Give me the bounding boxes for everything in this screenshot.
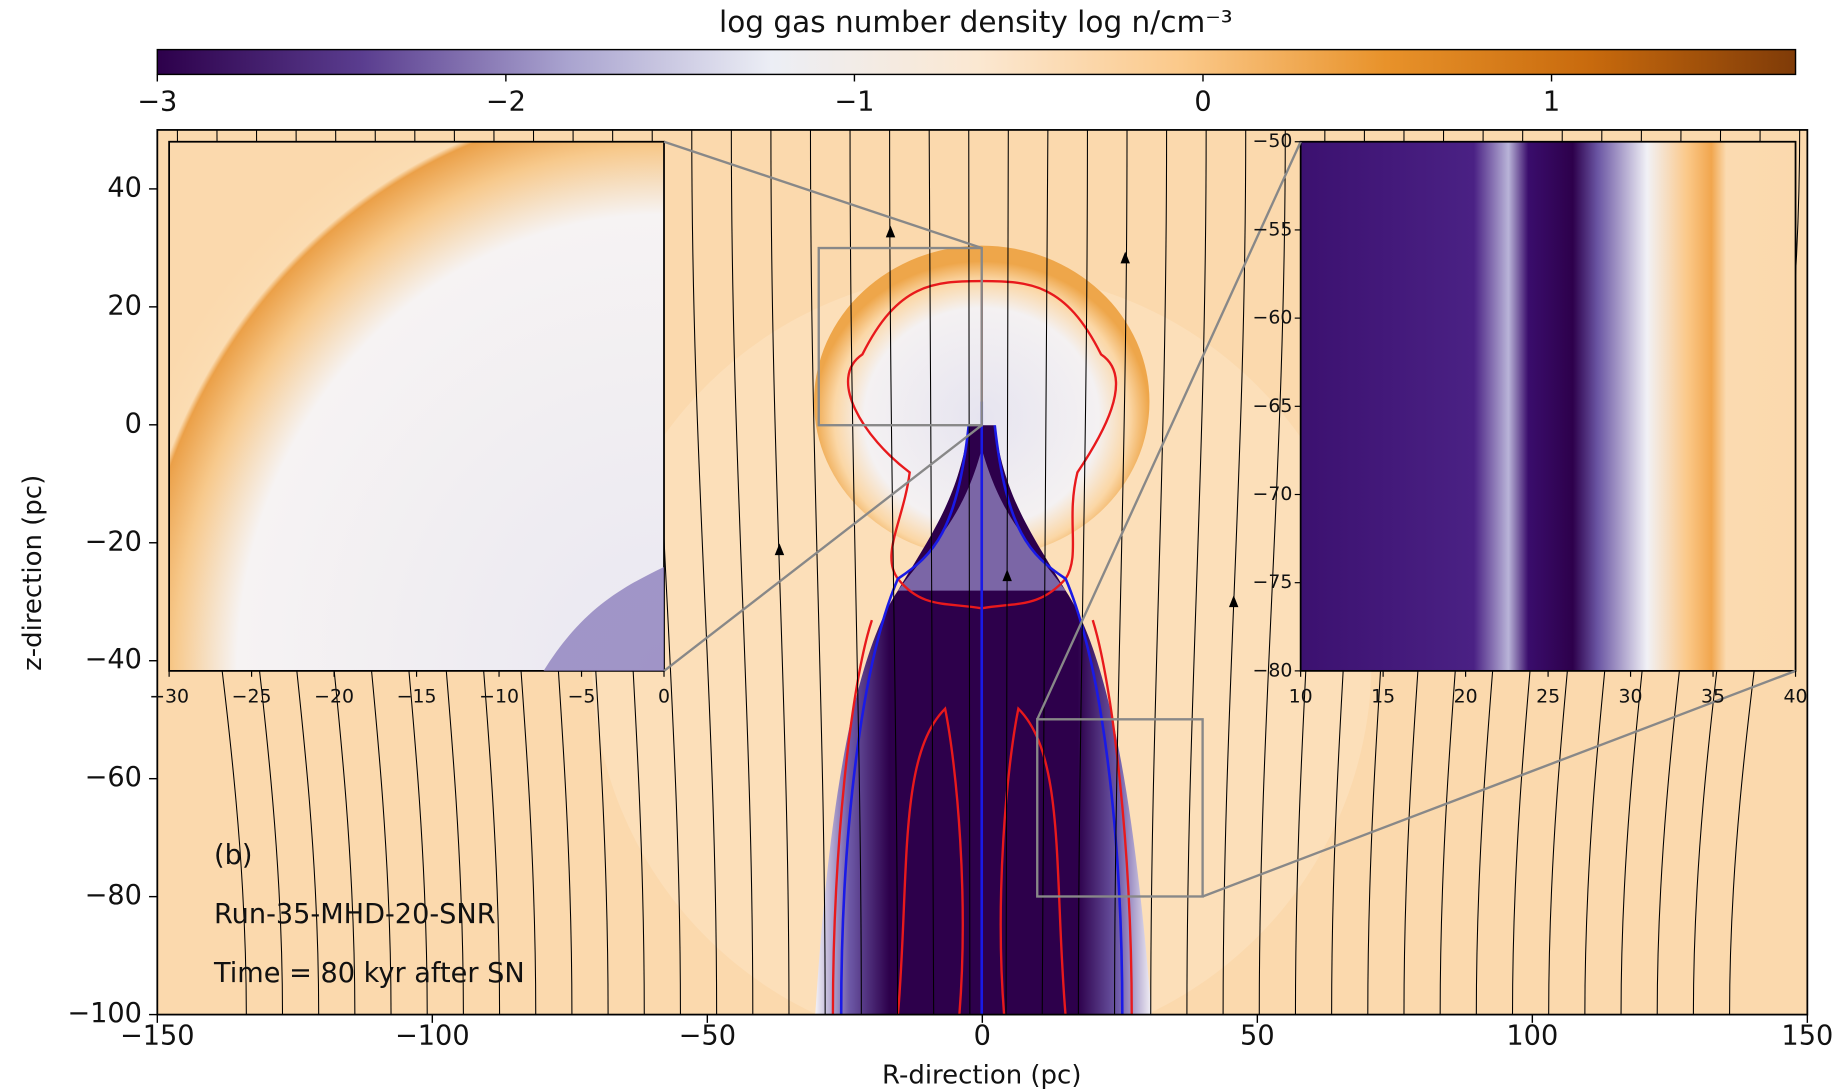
inset-x-tick-label: −10: [479, 685, 519, 707]
colorbar-tick-label: −3: [137, 86, 177, 117]
y-axis-label: z-direction (pc): [18, 475, 48, 671]
y-tick-label: 40: [107, 172, 142, 203]
annotation: Run-35-MHD-20-SNR: [214, 899, 496, 930]
inset-x-tick-label: −30: [149, 685, 189, 707]
colorbar-label: log gas number density log n/cm⁻³: [719, 5, 1233, 39]
y-tick-label: −60: [85, 762, 142, 793]
annotation: Time = 80 kyr after SN: [213, 958, 525, 989]
inset-x-tick-label: −20: [314, 685, 354, 707]
x-tick-label: 100: [1506, 1021, 1558, 1052]
y-tick-label: −40: [85, 644, 142, 675]
inset-x-tick-label: 20: [1454, 685, 1478, 707]
inset-x-tick-label: 10: [1289, 685, 1313, 707]
annotation: (b): [214, 840, 252, 871]
inset-x-tick-label: 0: [658, 685, 670, 707]
inset-y-tick-label: −80: [1253, 659, 1293, 681]
y-tick-label: 20: [107, 290, 142, 321]
x-tick-label: −100: [395, 1021, 470, 1052]
colorbar-tick-label: −1: [834, 86, 874, 117]
inset-y-tick-label: −55: [1253, 218, 1293, 240]
colorbar-tick-label: −2: [486, 86, 526, 117]
y-tick-label: −100: [67, 998, 142, 1029]
x-tick-label: −50: [679, 1021, 736, 1052]
x-tick-label: 50: [1240, 1021, 1275, 1052]
page: log gas number density log n/cm⁻³ (b) Ru…: [0, 0, 1843, 1089]
inset-y-tick-label: −50: [1253, 130, 1293, 152]
inset-x-tick-label: −25: [232, 685, 272, 707]
colorbar-tick-label: 1: [1543, 86, 1560, 117]
inset-y-tick-label: −60: [1253, 307, 1293, 329]
colorbar-tick-label: 0: [1194, 86, 1211, 117]
inset-x-tick-label: 35: [1701, 685, 1725, 707]
y-tick-label: −80: [85, 880, 142, 911]
inset-x-tick-label: 25: [1536, 685, 1560, 707]
inset-y-tick-label: −75: [1253, 571, 1293, 593]
left-inset: [169, 142, 664, 671]
x-tick-label: 0: [974, 1021, 991, 1052]
right-inset: [1301, 142, 1796, 671]
inset-x-tick-label: −15: [397, 685, 437, 707]
colorbar: [157, 50, 1795, 75]
inset-x-tick-label: −5: [568, 685, 596, 707]
x-tick-label: 150: [1781, 1021, 1833, 1052]
figure: log gas number density log n/cm⁻³ (b) Ru…: [0, 0, 1843, 1089]
inset-y-tick-label: −70: [1253, 483, 1293, 505]
inset-x-tick-label: 40: [1784, 685, 1808, 707]
x-axis-label: R-direction (pc): [882, 1061, 1081, 1089]
y-tick-label: 0: [125, 408, 142, 439]
y-tick-label: −20: [85, 526, 142, 557]
inset-y-tick-label: −65: [1253, 395, 1293, 417]
inset-x-tick-label: 30: [1619, 685, 1643, 707]
inset-x-tick-label: 15: [1371, 685, 1395, 707]
